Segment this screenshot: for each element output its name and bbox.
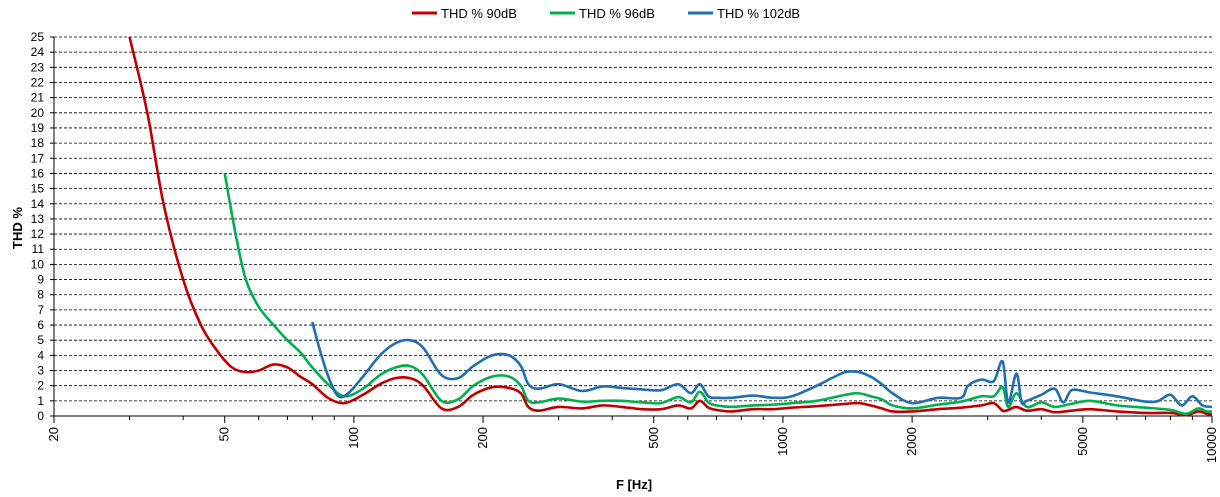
x-tick-label-1000: 1000: [775, 427, 790, 456]
x-tick-label-2000: 2000: [904, 427, 919, 456]
legend-label-0: THD % 90dB: [441, 6, 517, 21]
y-tick-label-13: 13: [31, 212, 45, 226]
x-tick-label-100: 100: [346, 427, 361, 449]
series-line-0: [128, 36, 1213, 417]
y-tick-label-20: 20: [31, 106, 45, 120]
series-lines: [128, 36, 1213, 417]
y-tick-label-15: 15: [31, 182, 45, 196]
legend-label-2: THD % 102dB: [717, 6, 800, 21]
legend: THD % 90dB THD % 96dB THD % 102dB: [412, 6, 800, 21]
y-tick-label-25: 25: [31, 30, 45, 44]
y-tick-label-11: 11: [32, 242, 45, 256]
y-tick-label-18: 18: [31, 136, 45, 150]
y-tick-label-2: 2: [37, 379, 44, 393]
y-tick-label-16: 16: [31, 166, 45, 180]
y-tick-label-6: 6: [37, 318, 44, 332]
y-tick-label-21: 21: [31, 91, 45, 105]
y-tick-label-22: 22: [31, 75, 45, 89]
y-tick-label-23: 23: [31, 60, 45, 74]
x-tick-label-5000: 5000: [1075, 427, 1090, 456]
x-tick-label-200: 200: [475, 427, 490, 449]
y-tick-label-7: 7: [37, 303, 44, 317]
grid-lines: [54, 36, 1212, 402]
y-tick-label-3: 3: [37, 364, 44, 378]
y-tick-label-9: 9: [37, 273, 44, 287]
y-axis-title: THD %: [10, 207, 25, 249]
legend-label-1: THD % 96dB: [579, 6, 655, 21]
y-tick-label-14: 14: [31, 197, 45, 211]
y-tick-label-12: 12: [31, 227, 45, 241]
x-tick-label-10000: 10000: [1204, 427, 1219, 463]
x-tick-label-500: 500: [646, 427, 661, 449]
y-tick-label-0: 0: [37, 409, 44, 423]
x-axis-title: F [Hz]: [616, 477, 652, 492]
y-tick-label-19: 19: [31, 121, 45, 135]
y-tick-label-24: 24: [31, 45, 45, 59]
y-tick-label-5: 5: [37, 333, 44, 347]
y-tick-labels: 0123456789101112131415161718192021222324…: [31, 30, 45, 423]
x-tick-label-50: 50: [217, 427, 232, 441]
x-tick-label-20: 20: [46, 427, 61, 441]
y-tick-label-8: 8: [37, 288, 44, 302]
axes: [50, 36, 1213, 423]
y-tick-label-10: 10: [31, 257, 45, 271]
y-tick-label-17: 17: [31, 151, 45, 165]
y-tick-label-1: 1: [37, 394, 44, 408]
x-tick-labels: 20 50 100 200 500 1000 2000 5000 10000: [46, 427, 1219, 463]
series-line-2: [311, 321, 1213, 409]
series-line-1: [223, 173, 1213, 416]
y-tick-label-4: 4: [37, 348, 44, 362]
